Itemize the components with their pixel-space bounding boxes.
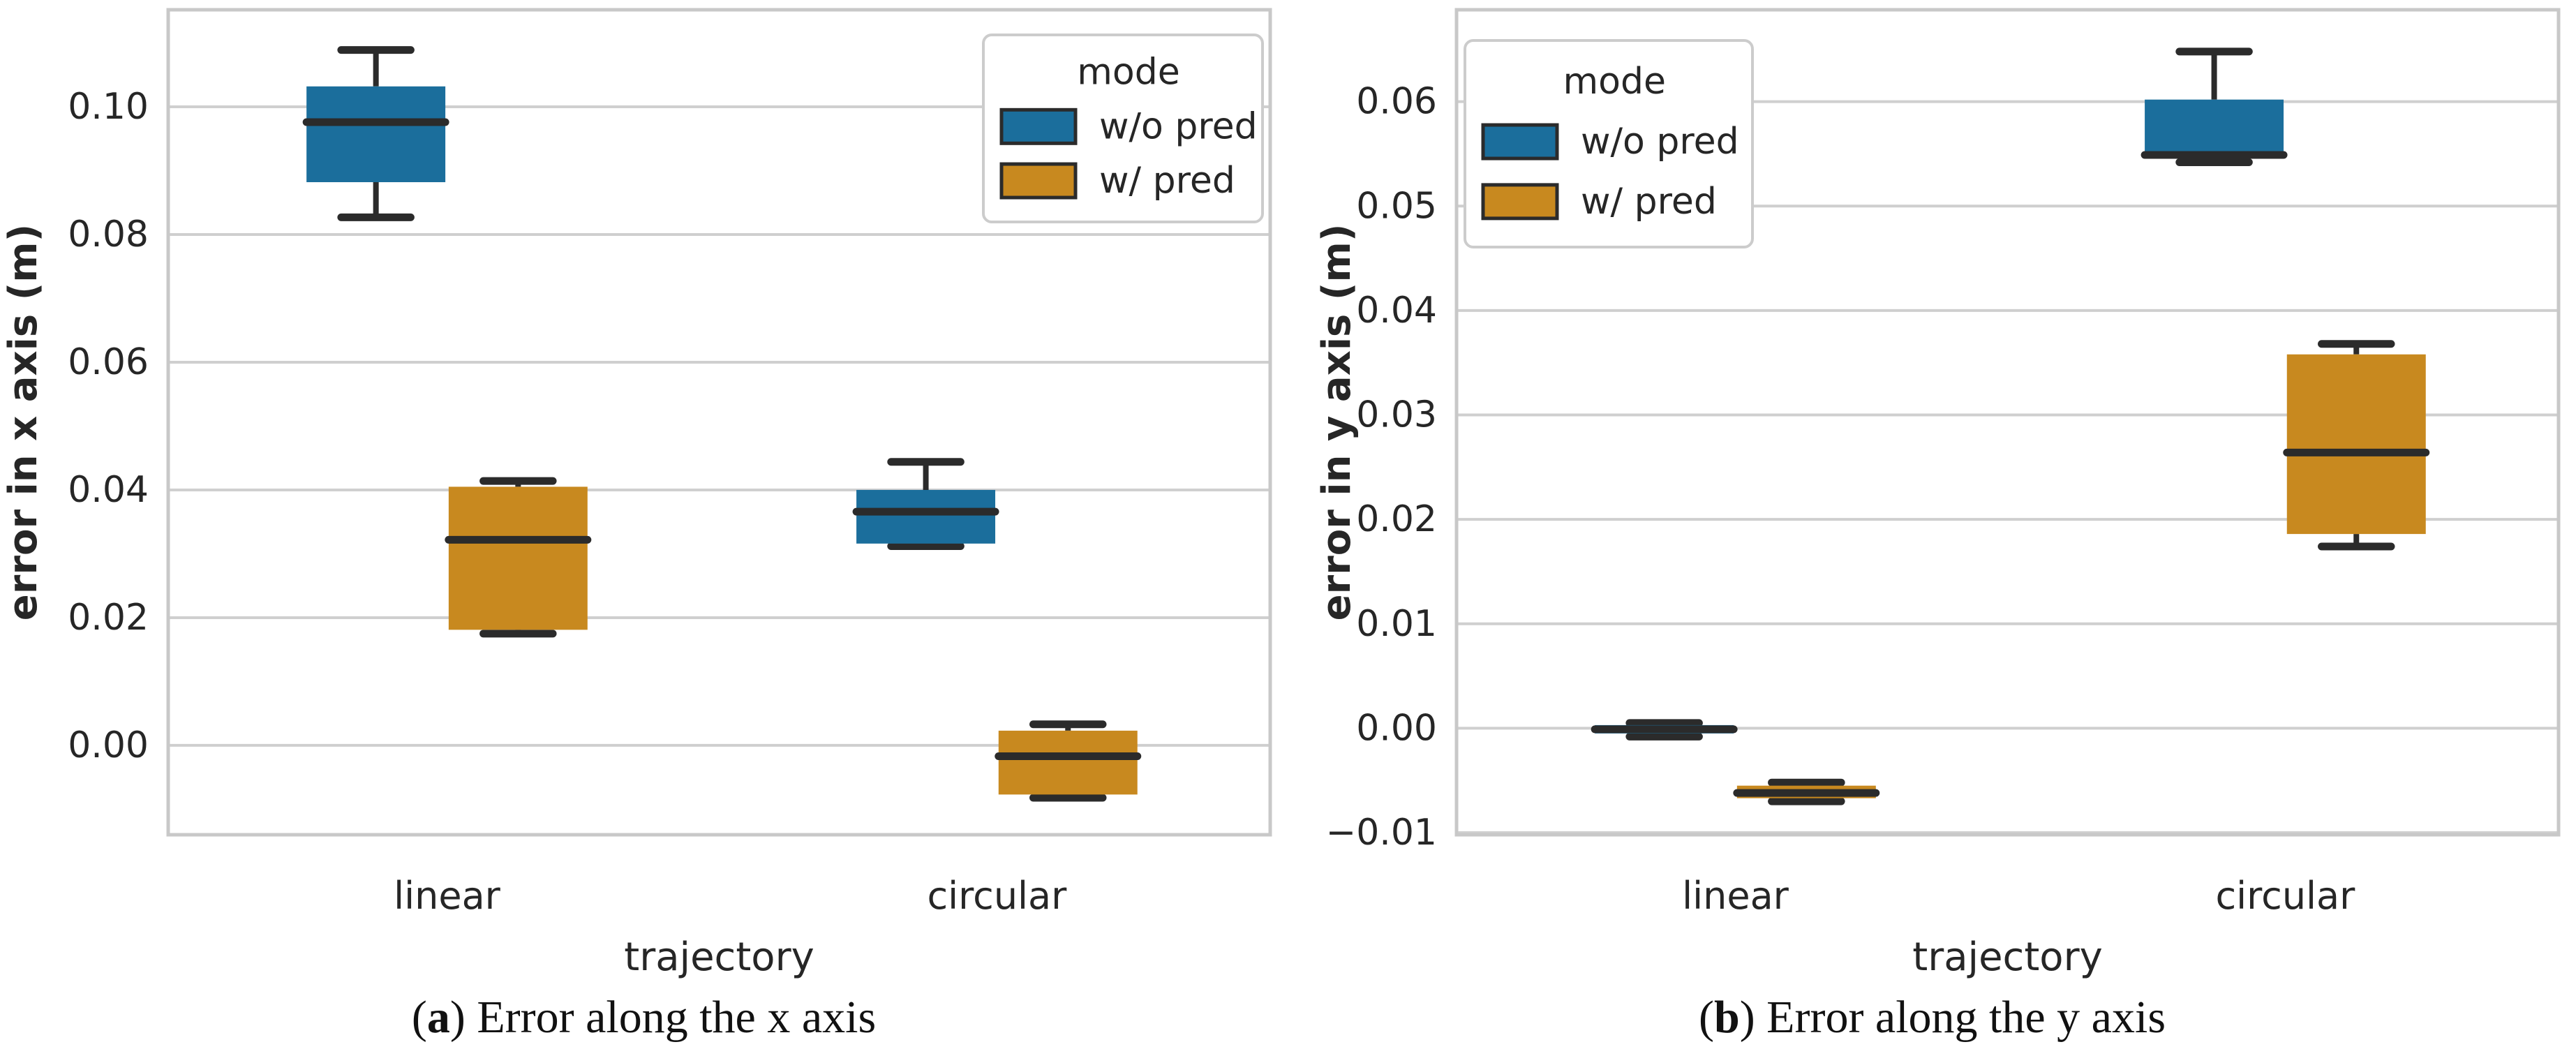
y-tick-label: 0.03: [1356, 394, 1437, 436]
y-tick-label: 0.05: [1356, 185, 1437, 227]
x-tick-label: circular: [927, 874, 1067, 918]
y-tick-label: −0.01: [1326, 812, 1437, 854]
x-tick-label: linear: [1682, 874, 1789, 918]
axes-spine: [1454, 8, 2561, 837]
box-rect: [2145, 99, 2284, 158]
x-tick-label: linear: [394, 874, 501, 918]
y-axis-label: error in y axis (m): [1314, 224, 1360, 621]
x-tick-label: circular: [2215, 874, 2355, 918]
y-tick-label: 0.01: [1356, 603, 1437, 645]
box-wopred-circular: [2141, 47, 2288, 166]
box-wopred-linear: [302, 46, 449, 221]
caption-a-label: a: [426, 992, 450, 1043]
box-wpred-circular: [2283, 340, 2430, 551]
boxplot-y-error: −0.01 0.00 0.01 0.02 0.03 0.04 0.05 0.06 linear c…: [1314, 8, 2561, 980]
box-wopred-linear: [1591, 719, 1738, 741]
legend: mode w/o pred w/ pred: [1464, 39, 1754, 248]
legend-label: w/o pred: [1581, 121, 1739, 163]
x-axis-label: trajectory: [624, 935, 814, 980]
legend-swatch-orange: [1481, 183, 1559, 221]
box-rect: [306, 86, 446, 183]
y-tick-label: 0.02: [68, 597, 149, 639]
y-tick-label: 0.02: [1356, 498, 1437, 540]
caption-b-text: Error along the y axis: [1755, 992, 2166, 1043]
box-wpred-linear: [1733, 778, 1880, 805]
y-tick-label: 0.08: [68, 214, 149, 255]
y-tick-label: 0.00: [1356, 707, 1437, 749]
box-rect: [448, 486, 588, 630]
caption-b: (b) Error along the y axis: [1698, 992, 2166, 1043]
axes-spine: [166, 8, 1272, 837]
box-wopred-circular: [852, 458, 999, 550]
y-axis-label: error in x axis (m): [1, 224, 46, 620]
x-axis-label: trajectory: [1912, 935, 2102, 980]
box-wpred-circular: [995, 720, 1142, 802]
y-tick-label: 0.00: [68, 724, 149, 766]
caption-b-label: b: [1713, 992, 1740, 1043]
legend-label: w/ pred: [1099, 160, 1235, 202]
legend-title: mode: [1077, 52, 1179, 94]
legend: mode w/o pred w/ pred: [982, 34, 1264, 223]
legend-swatch-blue: [999, 107, 1078, 145]
legend-label: w/ pred: [1581, 181, 1717, 223]
y-tick-label: 0.04: [1356, 290, 1437, 332]
legend-label: w/o pred: [1099, 105, 1258, 147]
y-tick-label: 0.04: [68, 469, 149, 511]
y-tick-label: 0.06: [1356, 81, 1437, 123]
caption-a-text: Error along the x axis: [465, 992, 877, 1043]
caption-a: (a) Error along the x axis: [411, 992, 877, 1043]
box-rect: [998, 730, 1138, 795]
box-rect: [2286, 354, 2426, 535]
box-wpred-linear: [445, 477, 592, 638]
boxplot-x-error: 0.00 0.02 0.04 0.06 0.08 0.10 linear circular tr…: [1, 8, 1272, 980]
legend-swatch-orange: [999, 162, 1078, 200]
legend-swatch-blue: [1481, 123, 1559, 161]
y-tick-label: 0.10: [68, 86, 149, 128]
legend-title: mode: [1563, 61, 1666, 103]
y-tick-label: 0.06: [68, 341, 149, 383]
box-rect: [856, 489, 996, 544]
